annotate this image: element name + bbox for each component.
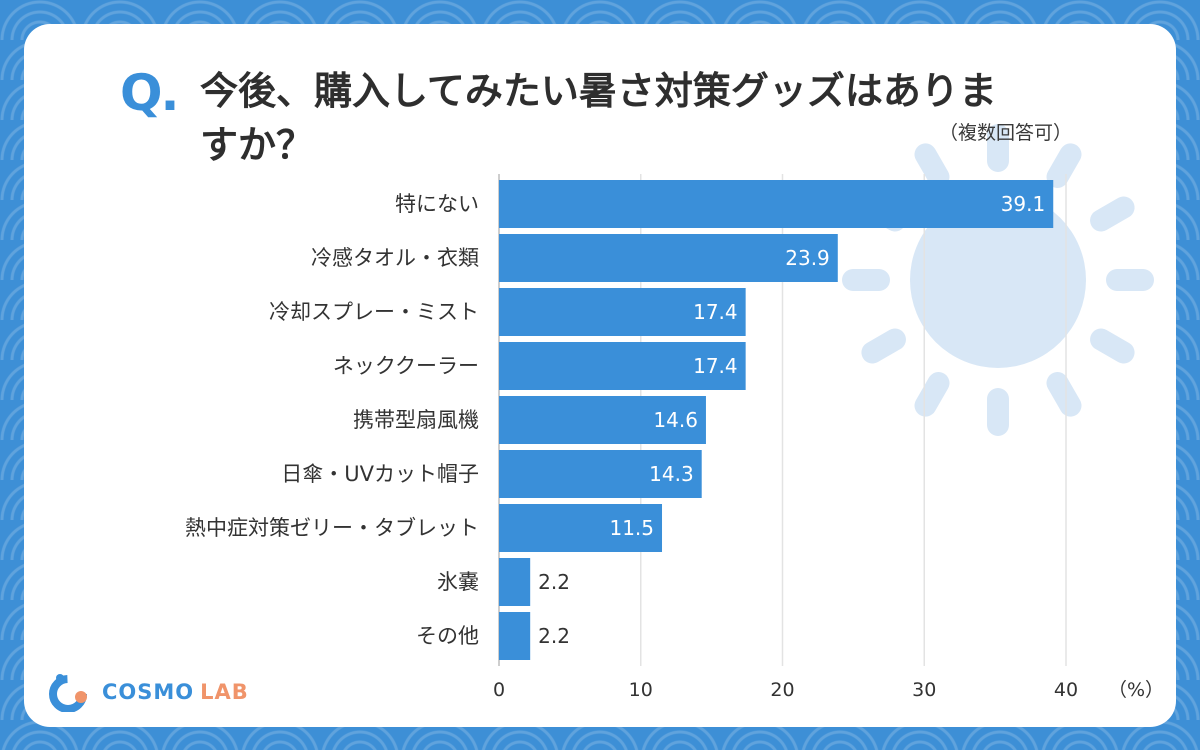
sun-ray <box>842 269 890 291</box>
question-title: 今後、購入してみたい暑さ対策グッズはありま すか？ <box>200 64 1100 172</box>
category-label: ネッククーラー <box>333 354 479 378</box>
sun-decoration <box>842 124 1154 436</box>
bar-chart: 0 10 20 30 40 （%） 特にない 39.1 冷感タオル・衣類 23.9 冷却スプレー・ミ… <box>185 174 1164 701</box>
bar <box>499 504 663 552</box>
sun-ray <box>987 124 1009 172</box>
sun-disc <box>910 192 1086 368</box>
value-label: 11.5 <box>609 516 654 540</box>
bar <box>499 450 702 498</box>
sun-ray <box>1106 269 1154 291</box>
multiple-answer-note: （複数回答可） <box>938 122 1072 144</box>
bar <box>499 612 531 660</box>
cosmo-lab-logo: COSMO LAB <box>46 672 249 712</box>
value-label: 2.2 <box>538 570 570 594</box>
value-label: 23.9 <box>785 246 830 270</box>
bar <box>499 234 838 282</box>
chart-card: Q. 今後、購入してみたい暑さ対策グッズはありま すか？ （複数回答可） 0 10… <box>24 24 1176 727</box>
sun-ray <box>1046 372 1082 417</box>
value-label: 17.4 <box>693 300 738 324</box>
sun-ray <box>914 372 950 417</box>
logo-lab-text: LAB <box>200 680 249 704</box>
category-label: その他 <box>416 624 479 648</box>
category-label: 氷嚢 <box>437 570 479 594</box>
sun-ray <box>987 388 1009 436</box>
bar <box>499 396 706 444</box>
category-label: 冷感タオル・衣類 <box>311 246 479 270</box>
value-label: 14.6 <box>653 408 698 432</box>
category-label: 携帯型扇風機 <box>353 408 479 432</box>
category-label: 冷却スプレー・ミスト <box>269 300 479 324</box>
value-label: 17.4 <box>693 354 738 378</box>
logo-cosmo-text: COSMO <box>102 680 195 704</box>
sun-ray <box>914 143 950 188</box>
category-label: 特にない <box>395 192 479 216</box>
value-label: 14.3 <box>649 462 694 486</box>
sun-ray <box>1090 328 1135 364</box>
bar <box>499 180 1054 228</box>
value-label: 39.1 <box>1001 192 1046 216</box>
value-label: 2.2 <box>538 624 570 648</box>
title-line-1: 今後、購入してみたい暑さ対策グッズはありま <box>200 69 997 113</box>
x-unit-label: （%） <box>1108 679 1164 701</box>
bar <box>499 288 746 336</box>
category-label: 日傘・UVカット帽子 <box>281 462 479 486</box>
question-mark: Q. <box>120 64 180 122</box>
x-tick-label: 40 <box>1054 679 1078 701</box>
category-label: 熱中症対策ゼリー・タブレット <box>185 516 479 540</box>
x-tick-label: 30 <box>912 679 936 701</box>
bar <box>499 342 746 390</box>
x-tick-label: 20 <box>770 679 794 701</box>
x-tick-label: 0 <box>493 679 505 701</box>
sun-ray <box>1090 196 1135 232</box>
title-line-2: すか？ <box>200 123 315 167</box>
bar <box>499 558 531 606</box>
cosmo-lab-logo-icon <box>49 674 87 712</box>
x-tick-label: 10 <box>629 679 653 701</box>
sun-ray <box>1046 143 1082 188</box>
sun-ray <box>861 328 906 364</box>
